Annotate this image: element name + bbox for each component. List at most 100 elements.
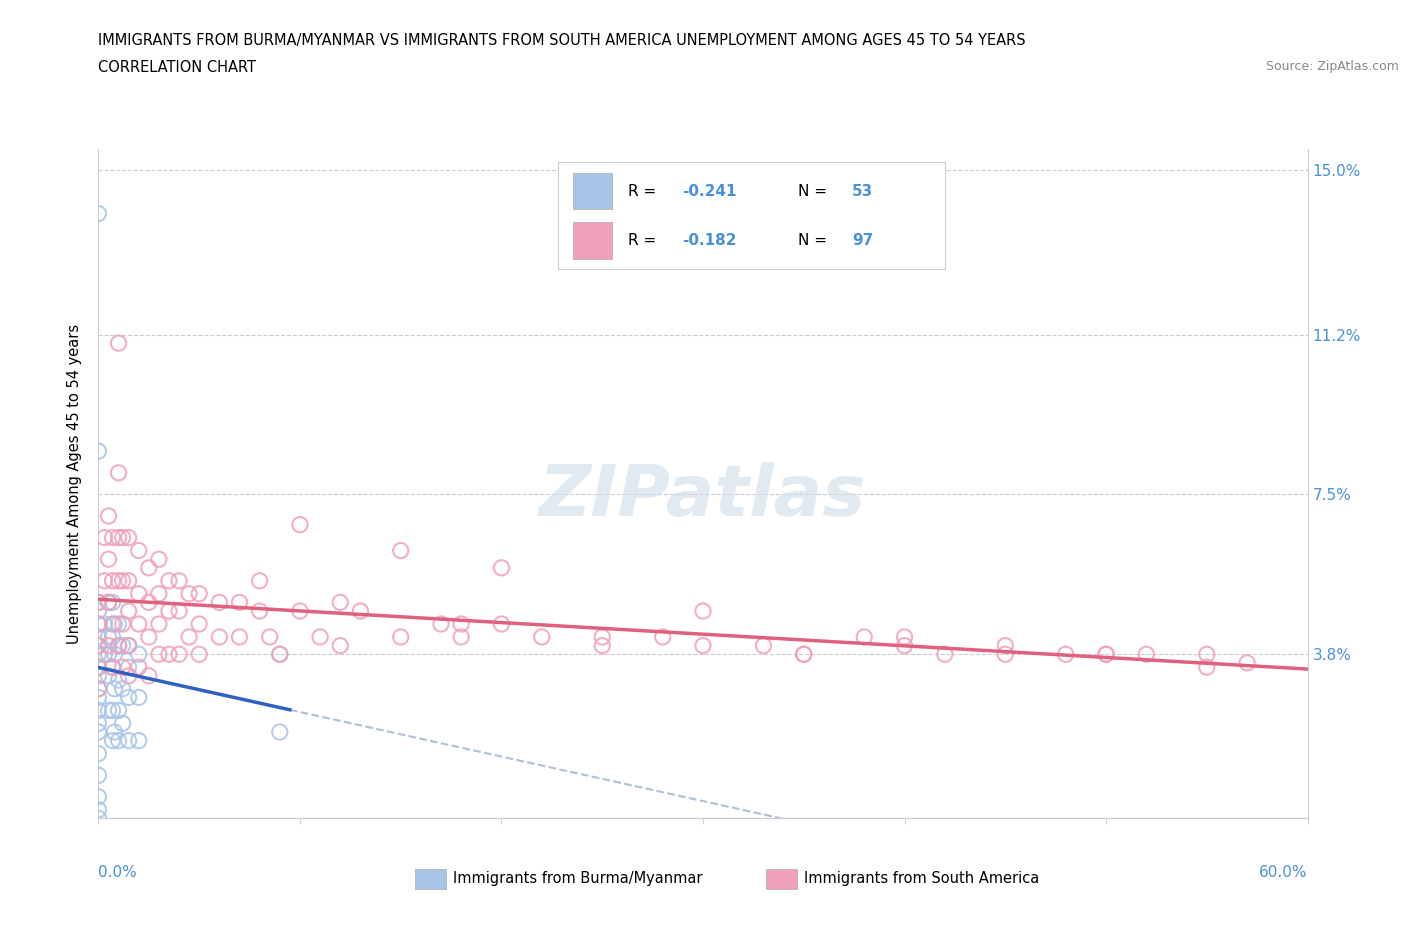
Point [101, 659, 124, 674]
Point [107, 703, 129, 718]
Point [430, 617, 453, 631]
Point [107, 672, 129, 687]
Point [103, 646, 125, 661]
Point [148, 617, 170, 631]
Point [87, 669, 110, 684]
Point [128, 646, 150, 661]
Point [349, 604, 371, 618]
Point [118, 638, 141, 653]
Point [101, 595, 124, 610]
Text: CORRELATION CHART: CORRELATION CHART [98, 60, 256, 75]
Point [450, 617, 472, 631]
Point [107, 336, 129, 351]
Point [103, 724, 125, 739]
Point [157, 604, 180, 618]
Point [87, 659, 110, 674]
Point [167, 604, 190, 618]
Point [208, 595, 231, 610]
Text: 0.0%: 0.0% [98, 865, 138, 881]
Point [87, 659, 110, 674]
Point [87, 690, 110, 705]
Point [87, 638, 110, 653]
Point [107, 465, 129, 480]
Point [188, 617, 211, 631]
Point [87, 638, 110, 653]
Point [87, 604, 110, 618]
Point [148, 646, 170, 661]
Point [97, 595, 120, 610]
Point [530, 630, 553, 644]
Point [249, 604, 271, 618]
Point [101, 530, 124, 545]
Point [138, 595, 160, 610]
Text: 60.0%: 60.0% [1260, 865, 1308, 881]
Point [101, 630, 124, 644]
Text: ZIPatlas: ZIPatlas [540, 462, 866, 531]
Point [138, 669, 160, 684]
Point [87, 630, 110, 644]
Point [128, 733, 150, 748]
Point [1054, 646, 1077, 661]
Point [97, 669, 120, 684]
Point [269, 646, 291, 661]
Point [87, 646, 110, 661]
Point [87, 595, 110, 610]
Point [128, 586, 150, 601]
Point [111, 530, 134, 545]
Point [128, 690, 150, 705]
Point [107, 638, 129, 653]
Point [107, 617, 129, 631]
Point [259, 630, 281, 644]
Point [893, 630, 915, 644]
Point [97, 595, 120, 610]
Point [107, 733, 129, 748]
Point [97, 551, 120, 566]
Point [188, 586, 211, 601]
Point [87, 716, 110, 731]
Point [101, 617, 124, 631]
Point [107, 638, 129, 653]
Point [101, 574, 124, 589]
Bar [766, 869, 797, 889]
Point [329, 638, 352, 653]
Point [793, 646, 815, 661]
Point [491, 617, 513, 631]
Point [167, 646, 190, 661]
Point [87, 595, 110, 610]
Point [269, 646, 291, 661]
Point [934, 646, 956, 661]
Y-axis label: Unemployment Among Ages 45 to 54 years: Unemployment Among Ages 45 to 54 years [67, 324, 83, 644]
Point [128, 659, 150, 674]
Point [288, 517, 311, 532]
Point [103, 682, 125, 697]
Bar [415, 869, 446, 889]
Point [1195, 659, 1218, 674]
Point [389, 543, 412, 558]
Point [692, 604, 714, 618]
Point [87, 682, 110, 697]
Point [157, 574, 180, 589]
Text: IMMIGRANTS FROM BURMA/MYANMAR VS IMMIGRANTS FROM SOUTH AMERICA UNEMPLOYMENT AMON: IMMIGRANTS FROM BURMA/MYANMAR VS IMMIGRA… [98, 33, 1026, 47]
Point [87, 724, 110, 739]
Text: Immigrants from Burma/Myanmar: Immigrants from Burma/Myanmar [453, 871, 702, 886]
Point [87, 617, 110, 631]
Point [148, 586, 170, 601]
Point [128, 617, 150, 631]
Point [87, 682, 110, 697]
Point [491, 561, 513, 576]
Point [97, 646, 120, 661]
Text: Source: ZipAtlas.com: Source: ZipAtlas.com [1265, 60, 1399, 73]
Point [107, 530, 129, 545]
Point [87, 768, 110, 783]
Point [1236, 656, 1258, 671]
Point [107, 574, 129, 589]
Point [591, 630, 613, 644]
Point [389, 630, 412, 644]
Point [228, 630, 250, 644]
Point [994, 646, 1017, 661]
Point [87, 617, 110, 631]
Point [87, 811, 110, 826]
Point [1195, 646, 1218, 661]
Point [118, 604, 141, 618]
Point [228, 595, 250, 610]
